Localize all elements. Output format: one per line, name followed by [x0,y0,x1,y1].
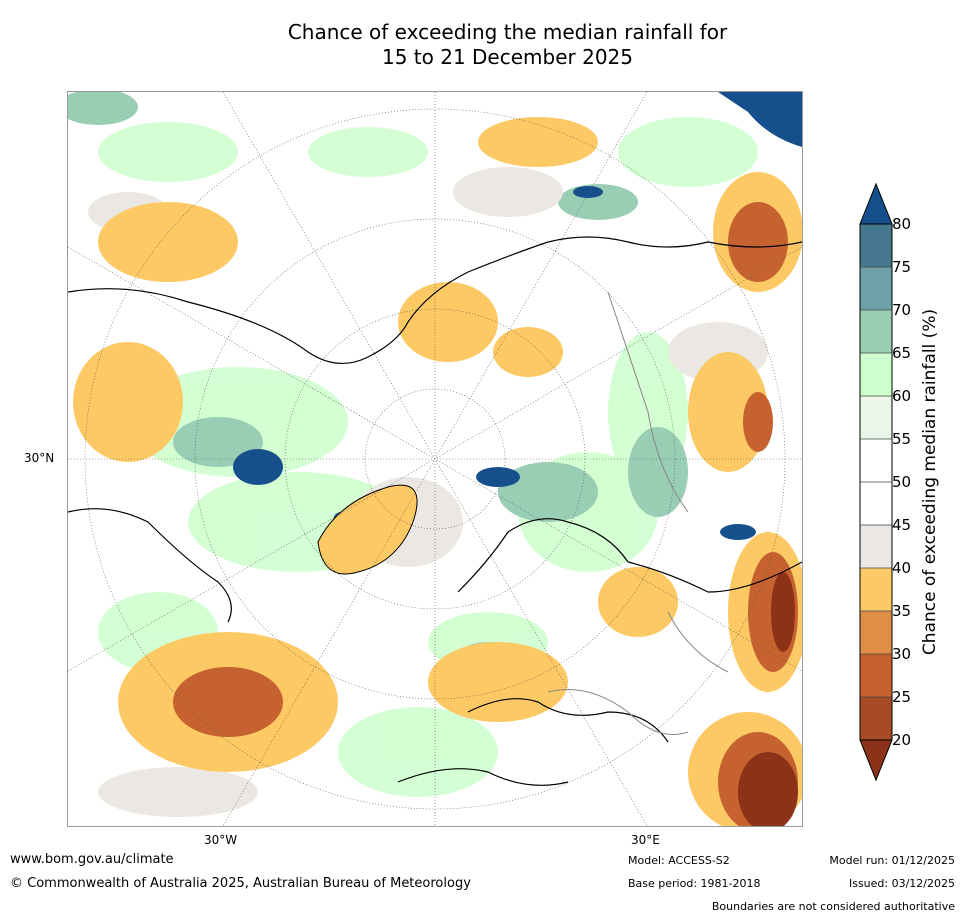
colorbar-tick-70: 70 [892,301,912,319]
colorbar-tick-55: 55 [892,430,912,448]
footer-disclaimer: Boundaries are not considered authoritat… [711,900,955,913]
footer-website: www.bom.gov.au/climate [10,852,174,867]
colorbar-tick-60: 60 [892,387,912,405]
dark-brown-patches [738,572,798,826]
lon-label-30w: 30°W [204,833,238,847]
lat-label-30n: 30°N [24,451,55,465]
colorbar-tick-35: 35 [892,602,912,620]
chart-title: Chance of exceeding the median rainfall … [250,20,765,70]
title-line-2: 15 to 21 December 2025 [381,45,633,69]
colorbar-tick-20: 20 [892,731,912,749]
colorbar-tick-40: 40 [892,559,912,577]
colorbar-65-70 [860,310,892,353]
colorbar-70-75 [860,267,892,310]
orange-patches [73,117,802,826]
colorbar-label: Chance of exceeding median rainfall (%) [920,308,940,656]
colorbar-tick-25: 25 [892,688,912,706]
colorbar-25-30 [860,654,892,697]
footer-model: Model: ACCESS-S2 [628,854,730,867]
map-svg [68,92,802,826]
greenland-outline [317,484,418,575]
colorbar-75-80 [860,224,892,267]
colorbar-40-45 [860,525,892,568]
title-line-1: Chance of exceeding the median rainfall … [287,20,728,44]
map-panel [67,91,803,827]
graticule [68,92,802,826]
colorbar-top-arrow [859,182,893,225]
colorbar-bottom-arrow [859,739,893,782]
colorbar-tick-50: 50 [892,473,912,491]
colorbar-tick-75: 75 [892,258,912,276]
colorbar-30-35 [860,611,892,654]
coastlines [68,236,802,786]
borders [547,291,729,735]
footer-base-period: Base period: 1981-2018 [628,877,761,890]
colorbar-tick-65: 65 [892,344,912,362]
colorbar-tick-45: 45 [892,516,912,534]
footer-issued: Issued: 03/12/2025 [848,877,955,890]
lon-label-30e: 30°E [631,833,660,847]
colorbar-60-65 [860,353,892,396]
colorbar-35-40 [860,568,892,611]
colorbar-55-60 [860,396,892,439]
colorbar-tick-80: 80 [892,215,912,233]
colorbar-20-25 [860,697,892,740]
colorbar [859,182,893,782]
colorbar-tick-30: 30 [892,645,912,663]
footer-model-run: Model run: 01/12/2025 [829,854,955,867]
footer-copyright: © Commonwealth of Australia 2025, Austra… [10,876,471,891]
